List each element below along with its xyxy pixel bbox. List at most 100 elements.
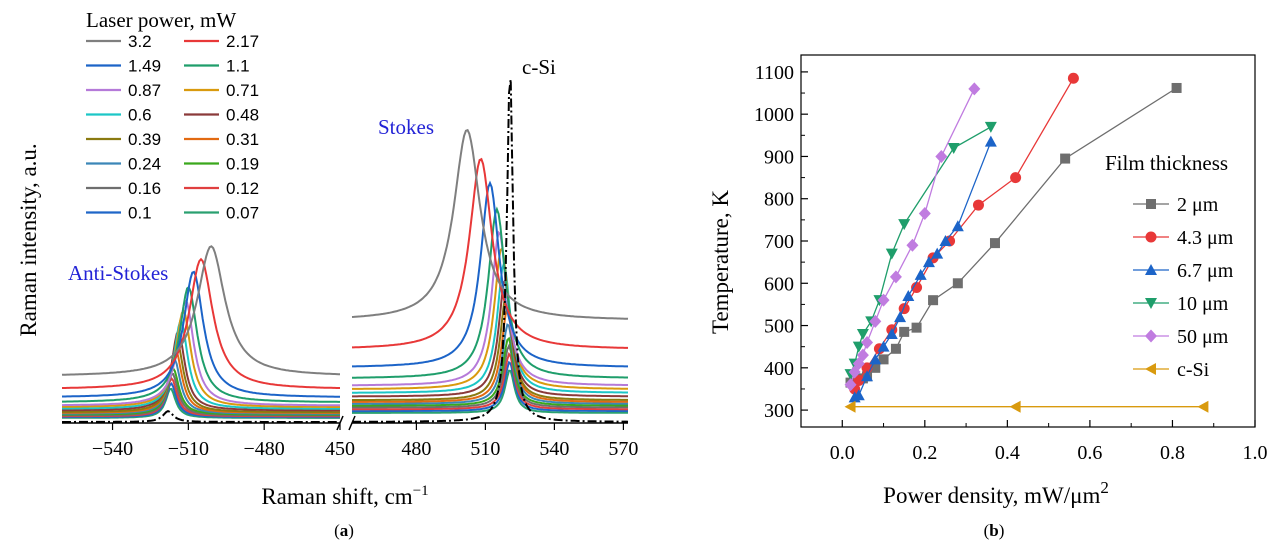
x-tick-label: 0.8 <box>1160 442 1185 464</box>
data-point-50-um <box>889 270 902 284</box>
data-point-6.7-um <box>939 235 952 246</box>
x-tick-label: 0.6 <box>1077 442 1102 464</box>
anti-stokes-line-0.71 <box>62 308 340 408</box>
stokes-line-1.1 <box>352 206 628 379</box>
stokes-line-0.16 <box>352 343 628 409</box>
legend-label-0.16: 0.16 <box>128 179 161 198</box>
y-tick-label: 400 <box>764 358 794 380</box>
data-point-6.7-um <box>984 135 997 147</box>
data-point-10-um <box>856 329 869 340</box>
legend-marker-6.7-um <box>1145 264 1157 275</box>
anti-stokes-line-0.87 <box>62 299 340 407</box>
y-tick-label: 800 <box>764 189 794 211</box>
legend-label-2.17: 2.17 <box>226 32 259 51</box>
anti-stokes-line-0.6 <box>62 319 340 410</box>
data-point-6.7-um <box>869 353 882 365</box>
data-point-50-um <box>861 335 874 349</box>
x-axis-label: Raman shift, cm−1 <box>261 483 428 509</box>
legend-label-0.87: 0.87 <box>128 81 161 100</box>
data-point-2-um <box>878 354 889 365</box>
data-point-6.7-um <box>922 256 935 268</box>
stokes-line-0.39 <box>352 294 628 401</box>
data-point-50-um <box>906 238 919 252</box>
legend-label-0.07: 0.07 <box>226 204 259 223</box>
caption-b: (b) <box>984 521 1005 540</box>
x-tick-label: 1.0 <box>1243 442 1268 464</box>
data-point-6.7-um <box>877 340 890 352</box>
series-line-4.3-um <box>854 77 1074 390</box>
data-point-4.3-um <box>911 282 923 293</box>
legend-title: Laser power, mW <box>86 8 236 32</box>
anti-stokes-line-2.17 <box>62 257 340 389</box>
series-line-10-um <box>849 126 992 375</box>
temperature-axes: 0.0 0.2 0.4 0.6 0.8 1.0 300 400 500 600 700 800 900 1… <box>754 54 1268 464</box>
film-thickness-legend: 2 μm 4.3 μm 6.7 μm 10 μm 50 μm c-Si <box>1133 194 1234 381</box>
x-tick-label: −480 <box>244 438 285 460</box>
data-point-4.3-um <box>1067 72 1079 84</box>
data-point-4.3-um <box>1010 172 1022 184</box>
data-point-2-um <box>1060 153 1071 164</box>
data-point-10-um <box>947 143 960 154</box>
data-point-10-um <box>885 248 898 260</box>
legend-marker-10-um <box>1145 298 1157 309</box>
legend-label-0.39: 0.39 <box>128 130 161 149</box>
y-axis-label: Temperature, K <box>708 190 733 334</box>
caption-a: (a) <box>334 521 354 540</box>
y-tick-label: 1100 <box>755 62 794 84</box>
data-point-2-um <box>1171 82 1182 93</box>
legend-label-0.12: 0.12 <box>226 179 259 198</box>
x-tick-label: 510 <box>470 438 500 460</box>
temperature-chart: 0.0 0.2 0.4 0.6 0.8 1.0 300 400 500 600 700 800 900 1… <box>708 54 1268 540</box>
raman-spectra-lines <box>61 79 629 423</box>
anti-stokes-line-1.1 <box>62 285 340 403</box>
x-tick-label: −510 <box>168 438 209 460</box>
csi-stokes-line <box>352 79 629 423</box>
legend-label-0.6: 0.6 <box>128 106 152 125</box>
data-point-6.7-um <box>852 389 865 401</box>
data-point-2-um <box>899 326 910 337</box>
axis-break-mark <box>348 415 356 431</box>
data-point-6.7-um <box>885 328 898 339</box>
data-point-c-Si <box>1009 400 1021 413</box>
data-point-4.3-um <box>898 303 910 315</box>
legend-title: Film thickness <box>1105 151 1228 175</box>
raman-axes: −540 −510 −480 450 480 510 540 570 <box>62 415 638 460</box>
data-point-10-um <box>852 341 865 353</box>
csi-anti-stokes-line <box>62 409 340 423</box>
stokes-line-0.24 <box>352 323 628 405</box>
anti-stokes-label: Anti-Stokes <box>68 261 168 285</box>
legend-label-0.71: 0.71 <box>226 81 259 100</box>
stokes-line-0.71 <box>352 246 628 390</box>
x-tick-label: 0.0 <box>830 442 855 464</box>
data-point-2-um <box>928 295 939 306</box>
legend-label-50-um: 50 μm <box>1177 326 1229 348</box>
anti-stokes-line-1.49 <box>62 270 340 398</box>
stokes-line-0.87 <box>352 230 628 387</box>
stokes-label: Stokes <box>378 115 434 139</box>
x-tick-label: 570 <box>608 438 638 460</box>
stokes-line-0.12 <box>352 351 628 411</box>
stokes-line-0.6 <box>352 260 628 394</box>
data-point-50-um <box>877 293 890 307</box>
data-point-50-um <box>918 207 931 221</box>
csi-label: c-Si <box>522 55 556 79</box>
x-tick-label: 480 <box>401 438 431 460</box>
y-tick-label: 700 <box>764 231 794 253</box>
legend-marker-2-um <box>1146 199 1156 209</box>
x-tick-label: 540 <box>539 438 569 460</box>
data-point-2-um <box>989 238 1000 249</box>
x-tick-label: 450 <box>325 438 355 460</box>
data-point-2-um <box>911 322 922 333</box>
stokes-line-0.1 <box>352 360 628 413</box>
legend-marker-4.3-um <box>1145 231 1157 243</box>
x-tick-label: 0.4 <box>995 442 1020 464</box>
legend-label-0.31: 0.31 <box>226 130 259 149</box>
temperature-series <box>844 72 1209 413</box>
anti-stokes-line-0.39 <box>62 338 340 414</box>
legend-label-6.7-um: 6.7 μm <box>1177 260 1234 282</box>
anti-stokes-line-0.48 <box>62 328 340 412</box>
y-tick-label: 900 <box>764 146 794 168</box>
legend-label-10-um: 10 μm <box>1177 293 1229 315</box>
x-tick-label: −540 <box>92 438 133 460</box>
stokes-line-2.17 <box>352 157 628 349</box>
